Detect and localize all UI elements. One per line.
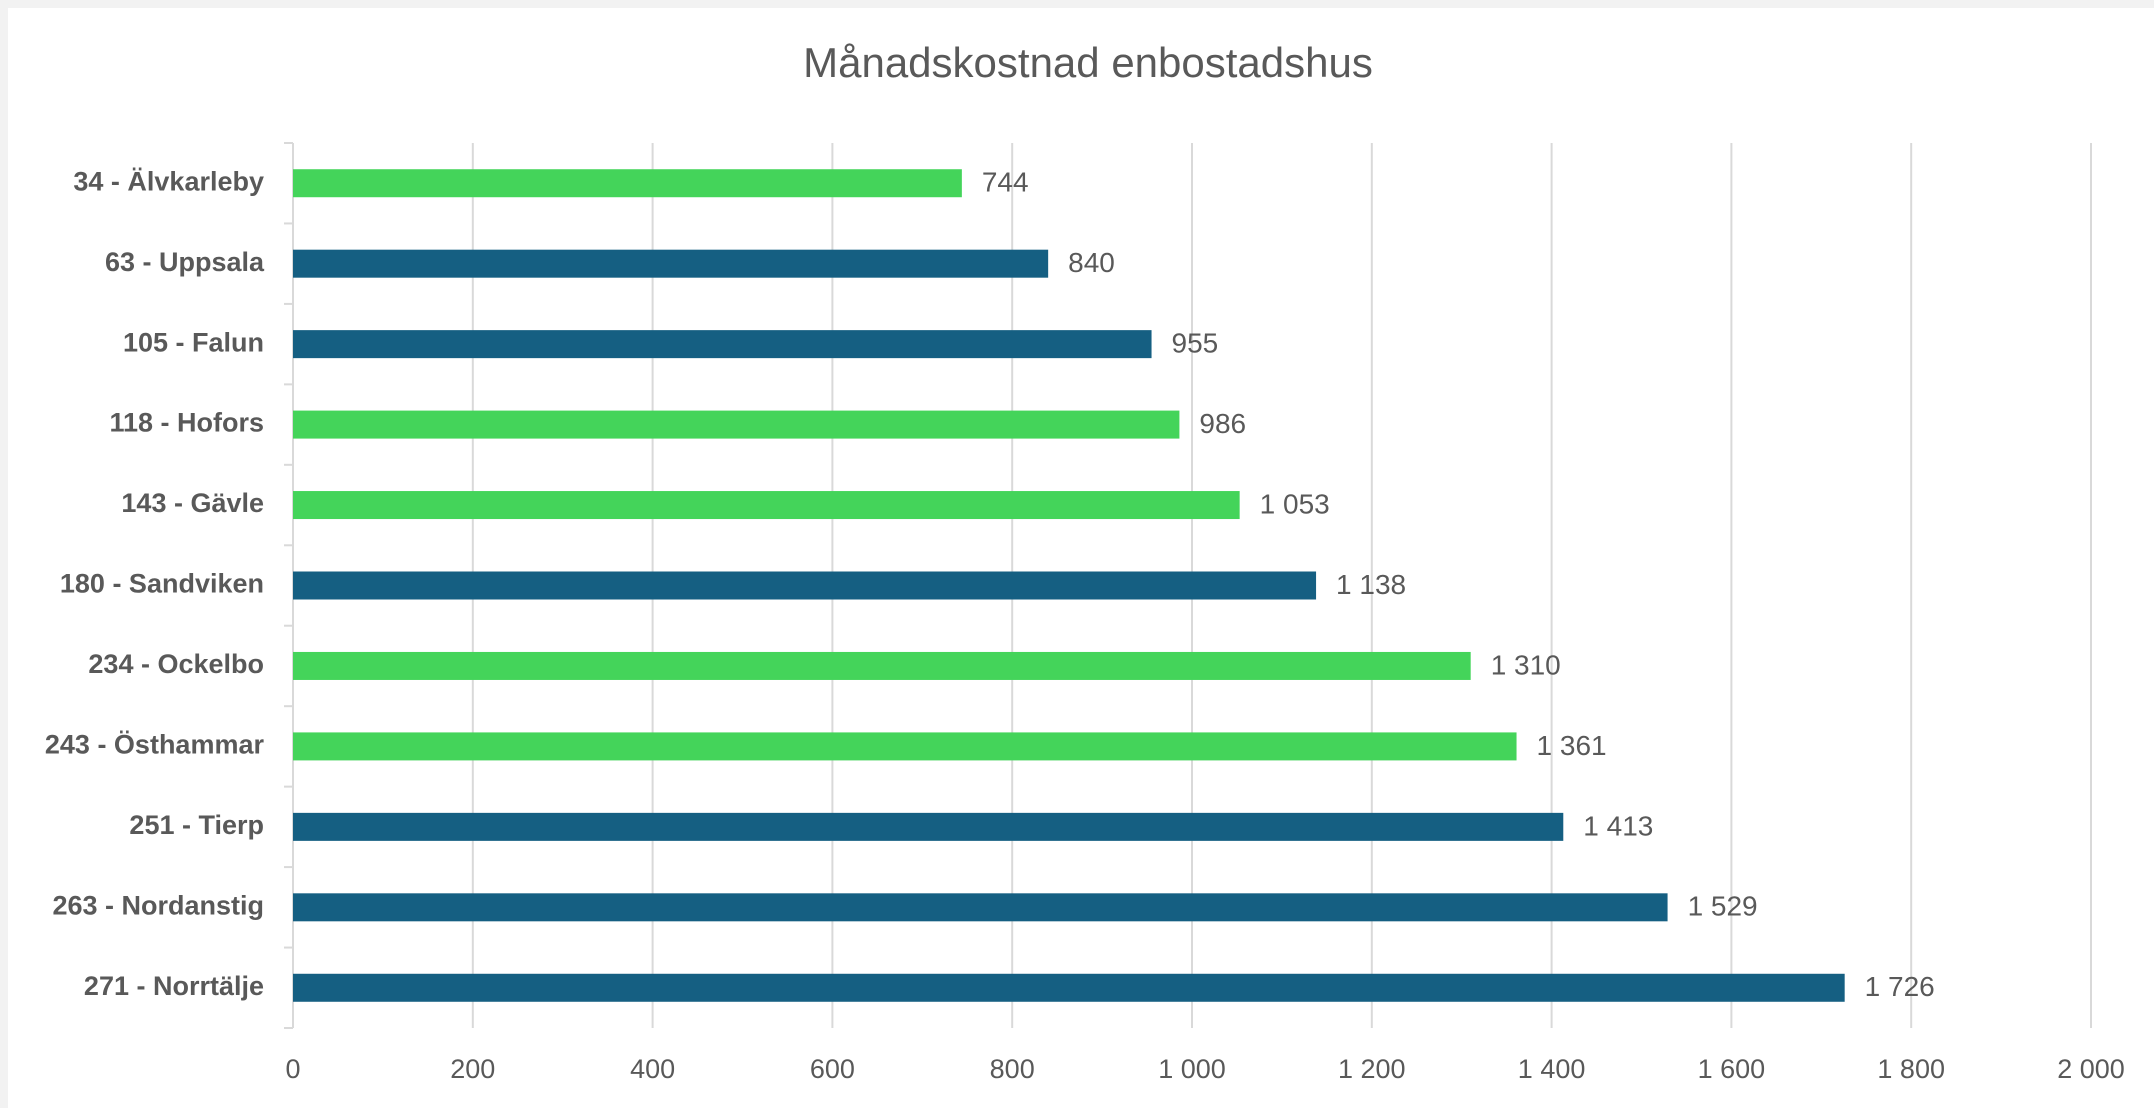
y-tick-label: 243 - Östhammar bbox=[45, 730, 265, 760]
y-tick-label: 63 - Uppsala bbox=[105, 247, 265, 277]
x-tick-label: 2 000 bbox=[2057, 1054, 2125, 1084]
data-label: 840 bbox=[1068, 247, 1115, 278]
data-label: 1 413 bbox=[1583, 810, 1653, 841]
y-tick-label: 234 - Ockelbo bbox=[88, 649, 264, 679]
x-tick-label: 800 bbox=[990, 1054, 1035, 1084]
bar bbox=[293, 491, 1240, 520]
data-label: 1 310 bbox=[1491, 649, 1561, 680]
x-tick-label: 1 400 bbox=[1518, 1054, 1586, 1084]
x-tick-label: 200 bbox=[450, 1054, 495, 1084]
bar bbox=[293, 651, 1471, 680]
x-tick-label: 600 bbox=[810, 1054, 855, 1084]
bar bbox=[293, 571, 1317, 600]
y-tick-label: 118 - Hofors bbox=[109, 408, 264, 438]
data-label: 1 726 bbox=[1865, 971, 1935, 1002]
y-tick-label: 180 - Sandviken bbox=[60, 569, 264, 599]
x-tick-label: 1 200 bbox=[1338, 1054, 1406, 1084]
chart-title: Månadskostnad enbostadshus bbox=[803, 39, 1373, 86]
y-tick-label: 251 - Tierp bbox=[129, 810, 264, 840]
data-label: 1 529 bbox=[1688, 891, 1758, 922]
data-label: 744 bbox=[982, 167, 1029, 198]
y-tick-label: 271 - Norrtälje bbox=[84, 971, 264, 1001]
data-label: 1 361 bbox=[1537, 730, 1607, 761]
y-tick-label: 143 - Gävle bbox=[121, 488, 264, 518]
data-label: 1 138 bbox=[1336, 569, 1406, 600]
bar bbox=[293, 893, 1668, 922]
bar bbox=[293, 812, 1564, 841]
x-tick-label: 1 000 bbox=[1158, 1054, 1226, 1084]
bar bbox=[293, 732, 1517, 761]
data-label: 986 bbox=[1199, 408, 1246, 439]
x-tick-label: 400 bbox=[630, 1054, 675, 1084]
data-label: 955 bbox=[1172, 328, 1219, 359]
data-label: 1 053 bbox=[1260, 488, 1330, 519]
x-tick-label: 0 bbox=[285, 1054, 300, 1084]
y-tick-label: 34 - Älvkarleby bbox=[73, 166, 264, 196]
bar bbox=[293, 330, 1152, 359]
bar bbox=[293, 249, 1049, 278]
bar bbox=[293, 169, 962, 198]
y-tick-label: 105 - Falun bbox=[123, 327, 264, 357]
x-tick-label: 1 600 bbox=[1698, 1054, 1766, 1084]
bar bbox=[293, 973, 1845, 1002]
y-tick-label: 263 - Nordanstig bbox=[52, 890, 264, 920]
bar bbox=[293, 410, 1180, 439]
x-tick-label: 1 800 bbox=[1877, 1054, 1945, 1084]
